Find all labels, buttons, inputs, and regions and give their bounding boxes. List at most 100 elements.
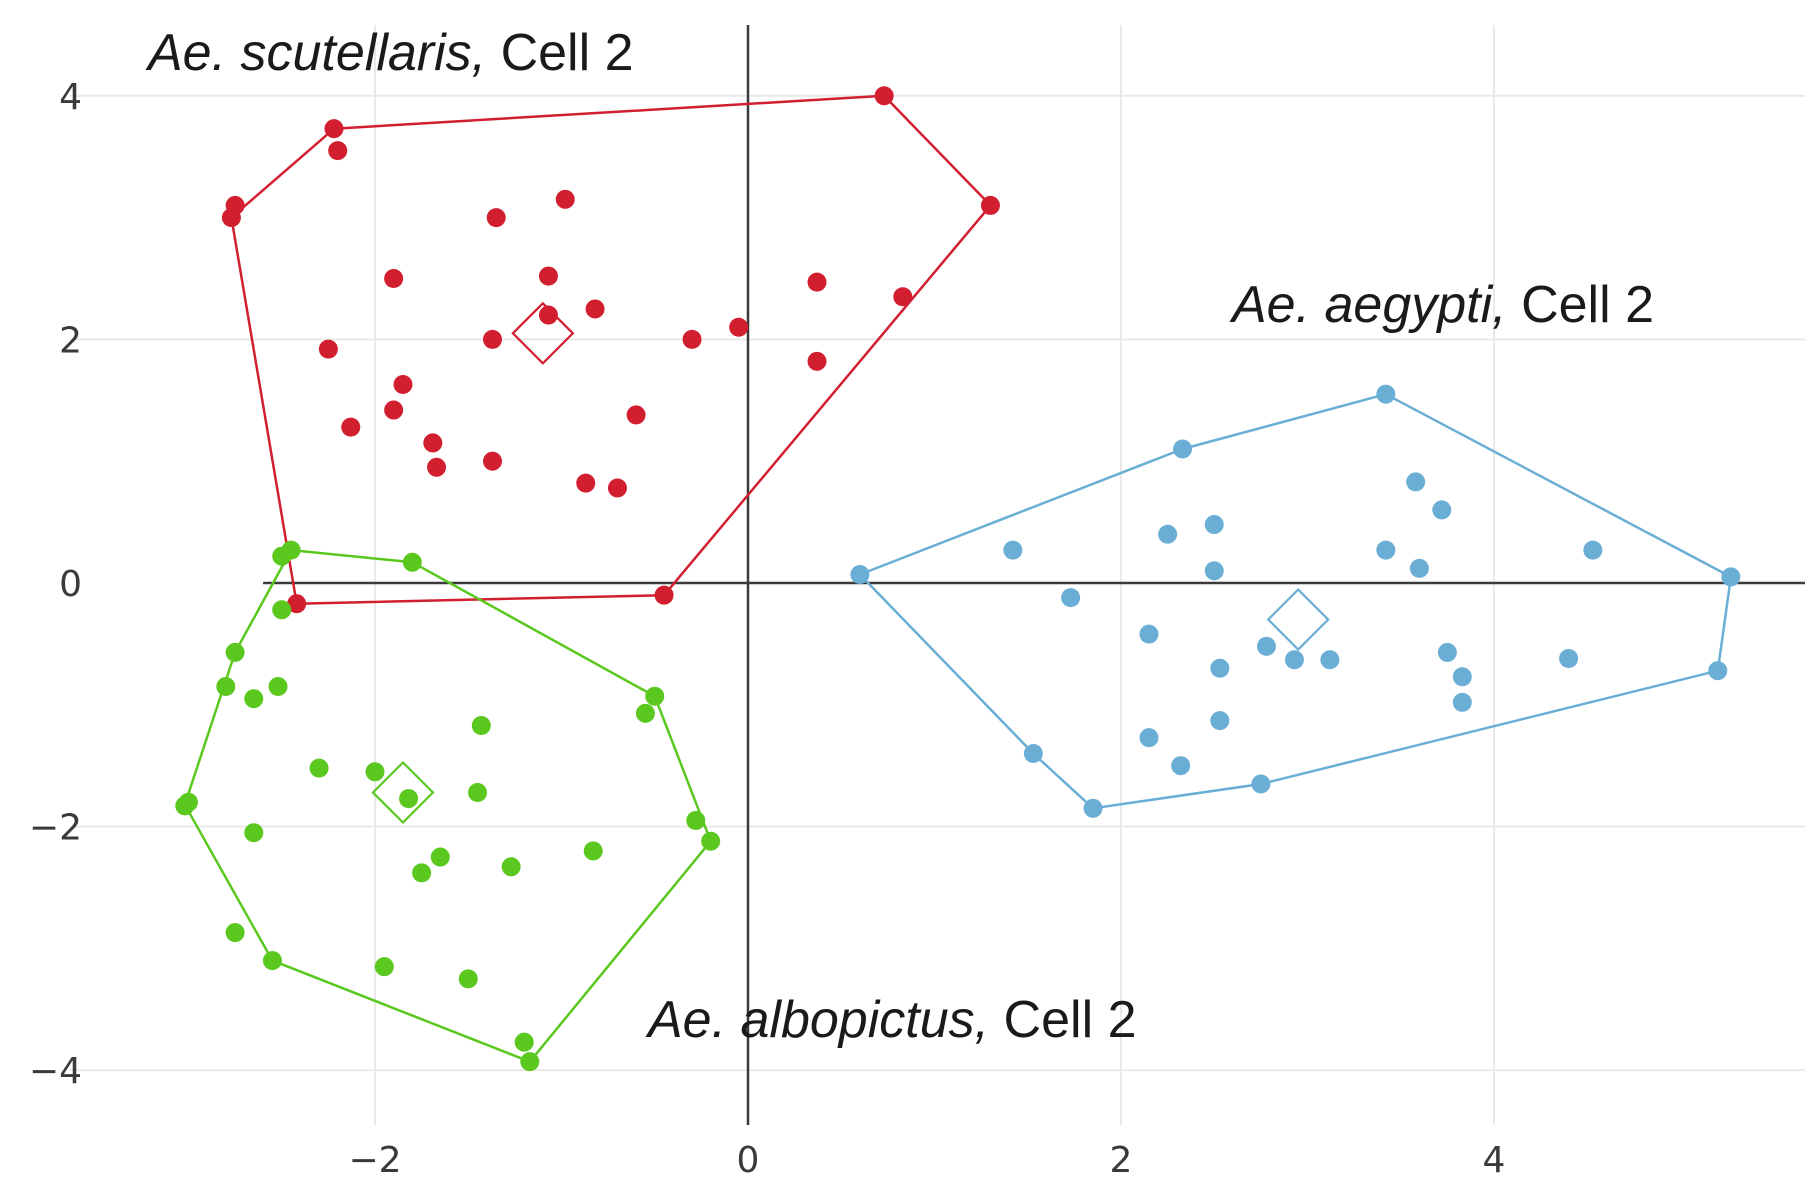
y-tick-label: 4 [59,77,82,118]
point-albopictus [412,863,432,883]
point-albopictus [686,811,706,831]
point-albopictus [701,831,721,851]
point-albopictus [262,951,282,971]
point-scutellaris [538,266,558,286]
point-scutellaris [807,272,827,292]
point-aegypti [1320,650,1340,670]
point-aegypti [1171,756,1191,776]
point-scutellaris [384,269,404,288]
label-aegypti: Ae. aegypti, Cell 2 [1229,276,1654,334]
point-scutellaris [729,317,749,337]
point-aegypti [1061,588,1081,608]
point-albopictus [583,841,603,861]
label-albopictus: Ae. albopictus, Cell 2 [645,991,1137,1049]
point-scutellaris [384,400,404,420]
point-scutellaris [393,374,413,394]
hull-scutellaris [230,94,992,605]
point-aegypti [1284,650,1304,670]
point-albopictus [514,1032,534,1052]
point-aegypti [1023,744,1043,764]
point-albopictus [309,758,329,778]
point-scutellaris [341,417,361,437]
x-tick-label: 2 [1110,1140,1133,1181]
point-scutellaris [874,86,894,106]
point-albopictus [399,789,419,809]
point-aegypti [1139,728,1159,748]
point-albopictus [225,923,245,943]
centroid-albopictus [371,760,435,825]
point-albopictus [468,782,488,802]
point-albopictus [520,1052,540,1072]
point-aegypti [1432,500,1452,520]
point-scutellaris [486,208,506,228]
y-tick-label: −2 [29,808,82,849]
point-albopictus [272,546,292,566]
point-scutellaris [682,329,702,349]
point-aegypti [1376,540,1396,560]
y-tick-label: −4 [29,1051,82,1092]
point-scutellaris [626,405,646,425]
data-points [175,86,1741,1072]
point-scutellaris [654,585,674,605]
point-albopictus [635,703,655,723]
point-aegypti [1139,624,1159,644]
tick-labels: −2 0 2 4 4 2 0 −2 −4 [29,77,1506,1181]
x-tick-label: −2 [348,1140,401,1181]
y-tick-label: 0 [59,564,82,605]
point-aegypti [1406,472,1426,492]
point-albopictus [402,552,422,572]
point-scutellaris [423,433,443,453]
label-scutellaris: Ae. scutellaris, Cell 2 [145,24,634,82]
point-aegypti [1708,661,1728,681]
point-aegypti [1173,439,1193,459]
point-aegypti [1083,798,1103,818]
point-aegypti [1376,384,1396,404]
point-aegypti [1721,567,1741,587]
point-aegypti [1251,774,1271,794]
centroid-scutellaris [511,301,575,365]
point-albopictus [374,957,394,977]
point-albopictus [272,600,292,620]
point-scutellaris [324,119,344,139]
point-scutellaris [585,299,605,319]
point-scutellaris [482,451,502,471]
point-aegypti [1210,711,1230,731]
point-scutellaris [318,339,338,359]
centroid-markers [371,301,1330,825]
point-albopictus [365,762,385,782]
axes [263,25,1805,1125]
centroid-aegypti [1266,587,1330,652]
point-scutellaris [807,351,827,371]
point-aegypti [1559,649,1579,669]
point-scutellaris [555,189,575,209]
point-scutellaris [607,478,627,498]
point-albopictus [501,857,521,877]
point-albopictus [471,716,491,736]
hull-aegypti [858,392,1733,810]
point-scutellaris [980,195,1000,215]
point-aegypti [1210,658,1230,678]
point-scutellaris [576,473,596,493]
point-albopictus [645,686,665,706]
point-aegypti [850,564,870,584]
point-albopictus [268,677,288,697]
point-scutellaris [538,305,558,325]
hull-albopictus [183,548,712,1063]
point-aegypti [1158,524,1178,544]
point-scutellaris [427,457,447,477]
point-aegypti [1003,540,1023,560]
point-albopictus [430,847,450,867]
point-aegypti [1452,692,1472,712]
point-scutellaris [893,287,913,307]
point-aegypti [1452,667,1472,687]
point-aegypti [1583,540,1603,560]
y-tick-label: 2 [59,320,82,361]
point-albopictus [175,796,195,816]
point-albopictus [458,969,478,989]
point-albopictus [216,677,236,697]
convex-hulls [183,94,1733,1063]
point-aegypti [1437,642,1457,662]
point-aegypti [1204,561,1224,581]
point-albopictus [244,823,264,843]
